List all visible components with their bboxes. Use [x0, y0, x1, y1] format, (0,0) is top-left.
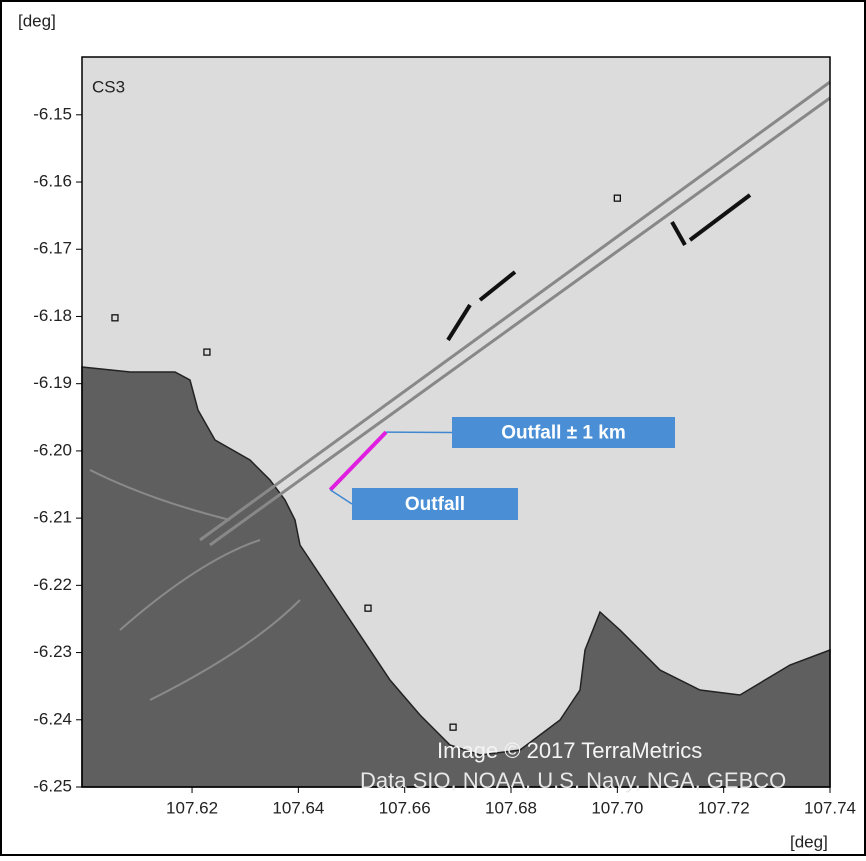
- y-tick-label: -6.15: [33, 104, 72, 123]
- panel-label: CS3: [92, 77, 125, 96]
- annotation-label: Outfall: [405, 494, 465, 515]
- y-tick-label: -6.17: [33, 239, 72, 258]
- y-tick-label: -6.23: [33, 642, 72, 661]
- x-tick-label: 107.74: [804, 798, 856, 817]
- y-tick-label: -6.20: [33, 440, 72, 459]
- y-tick-label: -6.16: [33, 172, 72, 191]
- y-tick-label: -6.22: [33, 575, 72, 594]
- annotation-label: Outfall ± 1 km: [501, 423, 625, 444]
- x-tick-label: 107.72: [698, 798, 750, 817]
- x-tick-label: 107.62: [166, 798, 218, 817]
- attribution: Image © 2017 TerraMetrics: [437, 738, 702, 763]
- y-tick-label: -6.18: [33, 306, 72, 325]
- x-tick-label: 107.70: [591, 798, 643, 817]
- attribution: Data SIO, NOAA, U.S. Navy, NGA, GEBCO: [360, 768, 786, 793]
- y-tick-label: -6.24: [33, 709, 72, 728]
- x-tick-label: 107.66: [379, 798, 431, 817]
- y-tick-label: -6.25: [33, 776, 72, 795]
- x-axis-label: [deg]: [790, 832, 828, 851]
- x-tick-label: 107.68: [485, 798, 537, 817]
- map-figure: CS3 [deg] [deg] Image © 2017 TerraMetric…: [0, 0, 866, 856]
- y-tick-label: -6.21: [33, 508, 72, 527]
- y-tick-label: -6.19: [33, 373, 72, 392]
- x-tick-label: 107.64: [272, 798, 324, 817]
- y-axis-label: [deg]: [18, 11, 56, 30]
